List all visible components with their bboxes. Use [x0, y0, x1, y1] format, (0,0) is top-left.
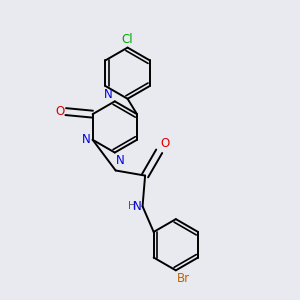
Text: Cl: Cl [122, 33, 134, 46]
Text: O: O [55, 105, 64, 118]
Text: O: O [160, 137, 170, 150]
Text: N: N [116, 154, 124, 167]
Text: N: N [133, 200, 141, 213]
Text: H: H [128, 201, 136, 211]
Text: N: N [82, 133, 91, 146]
Text: Br: Br [177, 272, 190, 285]
Text: N: N [103, 88, 112, 101]
